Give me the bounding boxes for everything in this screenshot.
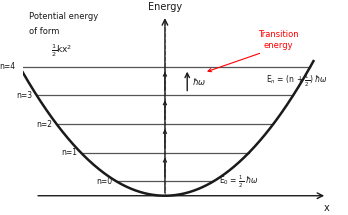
Text: n=3: n=3 (17, 91, 33, 100)
Text: n=2: n=2 (37, 120, 53, 129)
Text: $\frac{1}{2}$kx$^2$: $\frac{1}{2}$kx$^2$ (52, 43, 73, 59)
Text: x: x (324, 203, 330, 213)
Text: Potential energy: Potential energy (29, 12, 98, 21)
Text: n=4: n=4 (0, 62, 16, 71)
Text: n=0: n=0 (96, 177, 112, 186)
Text: E$_0$ = $\frac{1}{2}$ $\hbar\omega$: E$_0$ = $\frac{1}{2}$ $\hbar\omega$ (220, 173, 259, 189)
Text: E$_n$ = (n + $\frac{1}{2}$) $\hbar\omega$: E$_n$ = (n + $\frac{1}{2}$) $\hbar\omega… (266, 73, 328, 89)
Text: n=1: n=1 (61, 148, 77, 157)
Text: Transition
energy: Transition energy (258, 30, 299, 50)
Text: of form: of form (29, 27, 60, 36)
Text: $\hbar\omega$: $\hbar\omega$ (192, 76, 207, 87)
Text: Energy: Energy (148, 2, 182, 12)
